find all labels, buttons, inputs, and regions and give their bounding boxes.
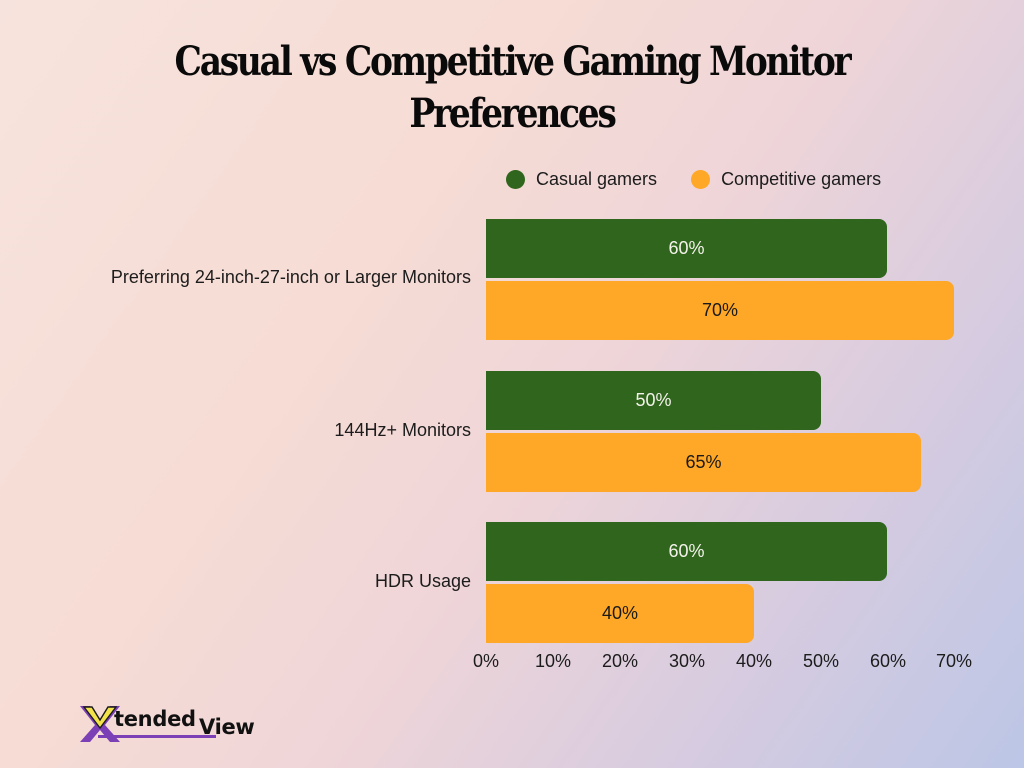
chart-title: Casual vs Competitive Gaming Monitor Pre…	[72, 36, 953, 140]
legend-dot-icon-casual	[506, 170, 525, 189]
x-tick: 10%	[534, 651, 572, 671]
bar-value-label: 70%	[701, 300, 739, 320]
category-label-144hz: 144Hz+ Monitors	[334, 420, 471, 440]
bar-casual-hdr: 60%	[486, 522, 887, 581]
x-logo-icon	[80, 706, 120, 742]
logo-underline	[98, 735, 216, 738]
x-tick: 20%	[601, 651, 639, 671]
bar-casual-monitor-size: 60%	[486, 219, 887, 278]
legend-dot-icon-competitive	[691, 170, 711, 189]
x-tick: 40%	[735, 651, 773, 671]
x-tick: 30%	[668, 651, 706, 671]
x-tick: 60%	[869, 651, 907, 671]
bar-value-label: 60%	[668, 238, 705, 258]
bar-competitive-hdr: 40%	[486, 584, 754, 643]
x-tick: 50%	[802, 651, 840, 671]
bar-value-label: 65%	[685, 452, 722, 472]
x-tick: 0%	[472, 651, 500, 671]
brand-logo: tended View	[78, 704, 268, 744]
logo-text-view: View	[199, 715, 255, 739]
bar-casual-144hz: 50%	[486, 371, 821, 430]
bar-competitive-144hz: 65%	[486, 433, 921, 492]
category-label-hdr: HDR Usage	[374, 571, 471, 591]
chart-title-line-1: Casual vs Competitive Gaming Monitor	[174, 38, 852, 85]
bar-value-label: 50%	[635, 390, 672, 410]
bar-value-label: 40%	[601, 603, 639, 623]
bar-competitive-monitor-size: 70%	[486, 281, 954, 340]
legend-label-competitive: Competitive gamers	[721, 169, 882, 189]
legend-item-competitive: Competitive gamers	[691, 169, 881, 190]
chart-title-line-2: Preferences	[409, 90, 616, 137]
bar-value-label: 60%	[668, 541, 705, 561]
chart-legend: Casual gamers Competitive gamers	[506, 169, 915, 190]
logo-text-tended: tended	[114, 707, 196, 731]
legend-item-casual: Casual gamers	[506, 169, 657, 190]
x-tick: 70%	[935, 651, 973, 671]
category-label-monitor-size: Preferring 24-inch-27-inch or Larger Mon…	[110, 267, 471, 287]
legend-label-casual: Casual gamers	[536, 169, 658, 189]
